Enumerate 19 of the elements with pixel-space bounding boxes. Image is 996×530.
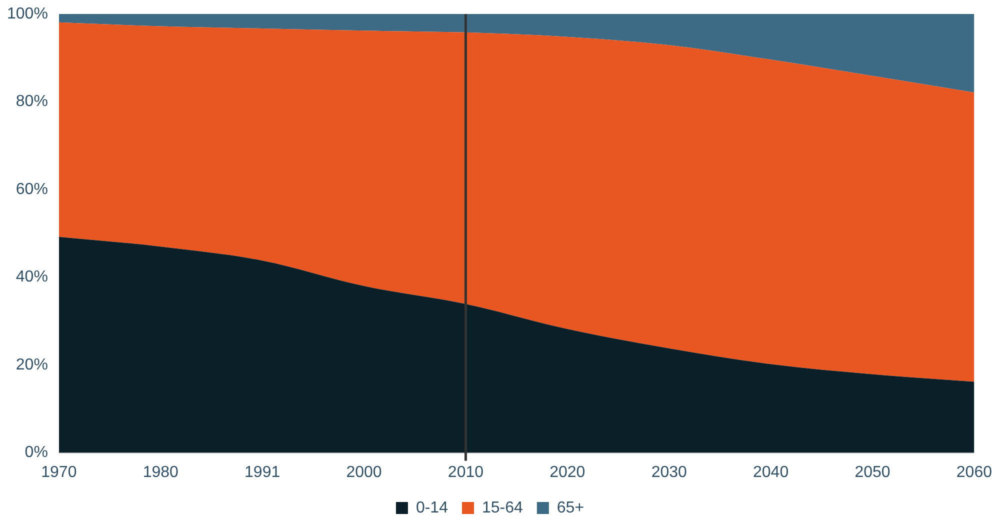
legend-label: 15-64 [482,499,524,516]
x-tick-label: 2000 [346,464,382,481]
x-tick-label: 1991 [244,464,280,481]
y-tick-label: 80% [16,93,48,110]
x-tick-label: 2050 [854,464,890,481]
legend-label: 0-14 [416,499,448,516]
legend-label: 65+ [556,499,584,516]
x-tick-label: 1980 [142,464,179,481]
y-tick-label: 100% [7,5,48,22]
x-tick-label: 2010 [448,464,484,481]
y-tick-label: 40% [16,268,48,286]
y-tick-label: 60% [16,180,48,198]
x-tick-label: 2040 [753,464,789,481]
x-tick-label: 1970 [41,464,77,481]
y-tick-label: 0% [24,444,48,462]
y-tick-label: 20% [16,356,48,374]
x-tick-label: 2020 [550,464,586,481]
x-tick-label: 2060 [956,464,992,481]
x-tick-label: 2030 [651,464,688,481]
